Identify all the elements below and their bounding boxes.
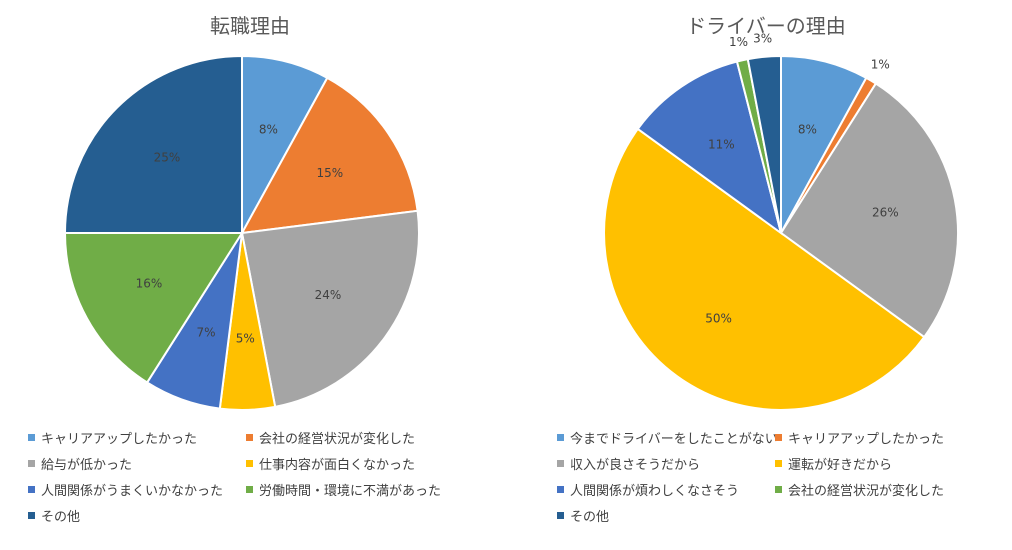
legend-swatch: [28, 433, 35, 441]
pie-slice: [241, 54, 329, 234]
legend-label: 会社の経営状況が変化した: [259, 431, 416, 447]
legend-label: キャリアアップしたかった: [41, 431, 198, 447]
legend-label: 人間関係が煩わしくなさそう: [570, 483, 740, 499]
legend-label: 仕事内容が面白くなかった: [259, 457, 416, 473]
legend-swatch: [246, 485, 253, 493]
data-label: 7%: [196, 325, 215, 339]
pie-slice: [603, 127, 926, 411]
chart-title: ドライバーの理由: [686, 14, 846, 38]
data-label: 1%: [729, 35, 748, 49]
legend-swatch: [775, 433, 782, 441]
pie-slice: [636, 60, 783, 236]
data-label: 8%: [259, 123, 278, 137]
legend-swatch: [557, 485, 564, 493]
pie-slice: [780, 54, 868, 234]
data-label: 15%: [316, 166, 343, 180]
chart-title: 転職理由: [210, 14, 290, 38]
legend-item: 給与が低かった: [28, 454, 240, 473]
legend-item: その他: [557, 506, 769, 525]
pie-slice: [746, 54, 782, 234]
pie-slice: [63, 54, 243, 234]
legend-label: 収入が良さそうだから: [570, 457, 701, 473]
legend-swatch: [246, 433, 253, 441]
chart-panel-right: ドライバーの理由 8% 1% 26% 50% 11% 1% 3% 今までドライバーをしたこと…: [520, 0, 1012, 550]
data-label: 24%: [315, 288, 342, 302]
data-label: 26%: [872, 206, 899, 220]
legend-swatch: [28, 511, 35, 519]
legend-swatch: [557, 511, 564, 519]
legend-item: 人間関係がうまくいかなかった: [28, 480, 240, 499]
pie-slice: [63, 232, 244, 384]
pie-slice: [240, 209, 420, 409]
legend-label: キャリアアップしたかった: [788, 431, 945, 447]
legend-item: キャリアアップしたかった: [28, 428, 240, 447]
data-label: 5%: [236, 332, 255, 346]
pie-chart: 8% 1% 26% 50% 11% 1% 3%: [603, 31, 959, 411]
legend-item: その他: [28, 506, 240, 525]
legend-item: 人間関係が煩わしくなさそう: [557, 480, 769, 499]
data-label: 25%: [154, 150, 181, 164]
legend-swatch: [28, 485, 35, 493]
legend-item: キャリアアップしたかった: [775, 428, 1005, 447]
legend-label: 会社の経営状況が変化した: [788, 483, 945, 499]
legend-label: その他: [41, 509, 81, 525]
legend-swatch: [557, 459, 564, 467]
legend-label: 労働時間・環境に不満があった: [259, 483, 442, 499]
legend-label: 給与が低かった: [41, 457, 133, 473]
pie-slice: [779, 82, 959, 339]
chart-panel-left: 転職理由 8% 15% 24% 5% 7% 16% 25% キャリアアップしたかった 会社の経…: [0, 0, 500, 550]
legend-item: 今までドライバーをしたことがない: [557, 428, 778, 447]
legend-item: 運転が好きだから: [775, 454, 1005, 473]
legend-label: 今までドライバーをしたことがない: [570, 431, 778, 447]
legend-label: 運転が好きだから: [788, 457, 893, 473]
legend-swatch: [775, 459, 782, 467]
legend-swatch: [246, 459, 253, 467]
legend-item: 労働時間・環境に不満があった: [246, 480, 476, 499]
legend-item: 収入が良さそうだから: [557, 454, 769, 473]
chart-legend: 今までドライバーをしたことがない キャリアアップしたかった収入が良さそうだから 運転…: [557, 428, 1005, 525]
legend-swatch: [28, 459, 35, 467]
chart-legend: キャリアアップしたかった 会社の経営状況が変化した給与が低かった 仕事内容が面白くな…: [28, 428, 476, 525]
legend-item: 仕事内容が面白くなかった: [246, 454, 476, 473]
legend-swatch: [557, 433, 564, 441]
data-label: 3%: [753, 31, 772, 45]
pie-chart: 8% 15% 24% 5% 7% 16% 25%: [63, 54, 420, 411]
data-label: 50%: [705, 311, 732, 325]
data-label: 11%: [708, 138, 735, 152]
legend-item: 会社の経営状況が変化した: [246, 428, 476, 447]
legend-swatch: [775, 485, 782, 493]
data-label: 1%: [871, 58, 890, 72]
data-label: 16%: [136, 277, 163, 291]
data-label: 8%: [798, 123, 817, 137]
legend-item: 会社の経営状況が変化した: [775, 480, 1005, 499]
pie-slice: [240, 76, 419, 235]
legend-label: その他: [570, 509, 610, 525]
legend-label: 人間関係がうまくいかなかった: [41, 483, 224, 499]
